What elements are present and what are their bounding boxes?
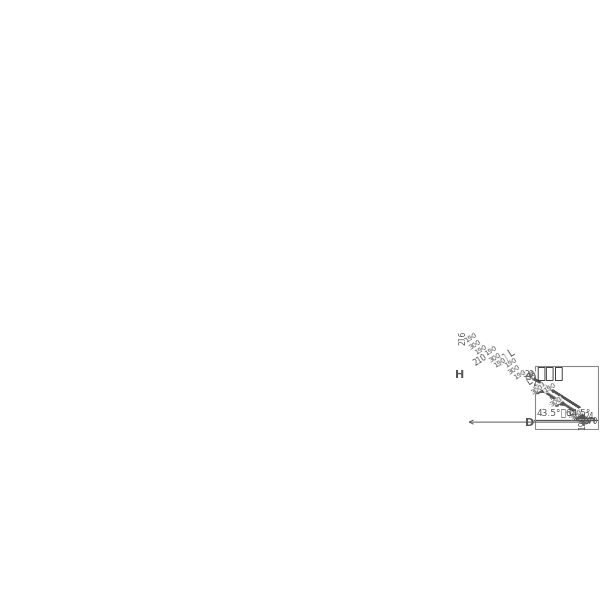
Text: 300: 300	[468, 339, 483, 351]
Polygon shape	[469, 343, 587, 418]
Text: 43.5°～64.5°: 43.5°～64.5°	[537, 409, 592, 418]
Text: 側面図: 側面図	[536, 367, 564, 382]
Polygon shape	[529, 391, 545, 392]
Text: D: D	[525, 418, 534, 428]
Polygon shape	[521, 370, 580, 407]
Text: 190: 190	[473, 344, 488, 356]
Polygon shape	[477, 355, 481, 356]
Text: 300: 300	[529, 383, 544, 395]
Text: 190: 190	[542, 382, 557, 394]
Text: 24: 24	[585, 412, 595, 421]
Text: 190: 190	[532, 381, 547, 393]
Text: H: H	[455, 370, 464, 380]
Text: L: L	[524, 375, 534, 386]
Text: 190: 190	[512, 368, 527, 381]
Polygon shape	[461, 333, 578, 407]
Text: 216: 216	[458, 331, 467, 346]
Polygon shape	[575, 417, 578, 418]
Polygon shape	[555, 404, 559, 406]
Text: 190: 190	[484, 344, 498, 356]
Text: 300: 300	[488, 351, 502, 364]
Text: 190: 190	[464, 332, 479, 344]
Polygon shape	[466, 331, 469, 333]
Polygon shape	[496, 367, 500, 369]
Text: 270: 270	[583, 417, 598, 426]
Polygon shape	[535, 392, 539, 394]
Text: 300: 300	[507, 364, 522, 376]
Polygon shape	[516, 380, 520, 381]
Text: 20: 20	[525, 370, 535, 379]
Polygon shape	[467, 343, 585, 418]
Polygon shape	[569, 416, 584, 417]
Text: 300: 300	[549, 396, 563, 408]
Text: 30: 30	[526, 373, 536, 382]
Text: 190: 190	[493, 356, 508, 368]
Text: 笠木 L: 笠木 L	[494, 347, 517, 367]
Polygon shape	[576, 418, 594, 419]
Text: 190: 190	[503, 357, 518, 369]
Polygon shape	[471, 354, 487, 355]
Polygon shape	[510, 379, 526, 380]
Text: 190: 190	[578, 416, 587, 430]
Text: 300: 300	[568, 408, 583, 421]
Text: 210: 210	[472, 352, 488, 367]
Polygon shape	[466, 344, 469, 346]
Text: 190: 190	[523, 369, 537, 382]
